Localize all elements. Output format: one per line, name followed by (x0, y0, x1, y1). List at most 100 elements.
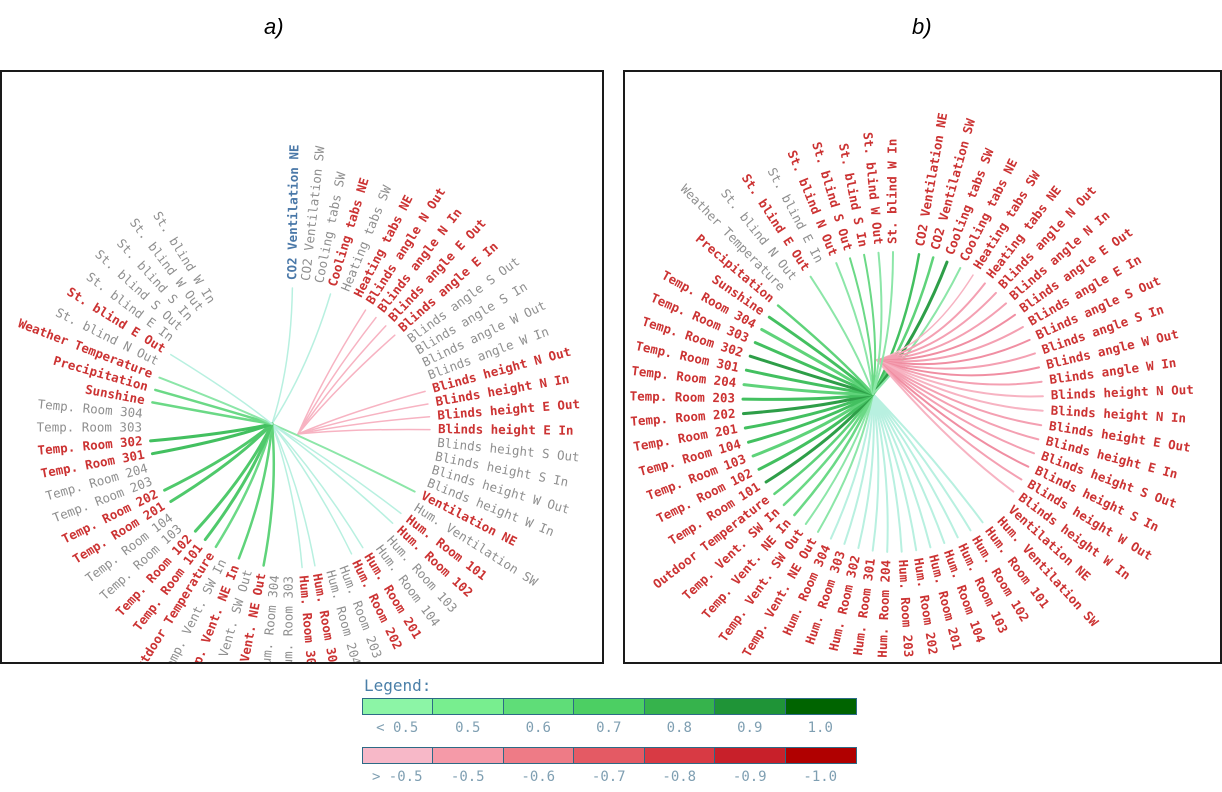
edge-blinds-height-n-out (297, 390, 426, 435)
chord-diagram-b: CO2 Ventilation NE CO2 Ventilation SW Cool… (623, 70, 1222, 664)
edge-hum-room-203 (872, 393, 903, 553)
edge-st-blind-e-out (809, 275, 874, 395)
negative-scale-label: -0.8 (662, 769, 697, 785)
positive-scale-swatch (503, 699, 575, 714)
negative-scale-swatch (644, 748, 716, 763)
edge-temp-room-102 (193, 422, 274, 533)
edge-st-blind-s-in (863, 253, 877, 395)
positive-scale-label: 0.9 (737, 720, 763, 736)
node-label-hum-room-204: Hum. Room 204 (875, 560, 894, 658)
edge-temp-vent-sw-in (782, 392, 875, 507)
edge-blinds-height-w-out (876, 359, 1023, 481)
edge-hum-room-103 (872, 393, 959, 539)
edge-blinds-angle-n-out (297, 309, 367, 435)
edge-heating-tabs-sw (876, 274, 974, 361)
negative-scale-swatch (363, 748, 434, 763)
edge-hum-room-201 (872, 393, 932, 549)
node-label-co2-ventilation-ne: CO2 Ventilation NE (284, 144, 301, 280)
positive-scale-swatch (785, 699, 856, 714)
panel-b-label: b) (912, 14, 932, 39)
edge-blinds-angle-n-in (297, 316, 377, 435)
edge-hum-room-304 (829, 393, 874, 540)
edge-hum-room-303 (843, 393, 874, 545)
edge-temp-room-302 (149, 422, 274, 443)
edge-blinds-height-e-out (876, 359, 1043, 427)
negative-scale-label: > -0.5 (371, 769, 423, 785)
edge-temp-vent-ne-in (237, 422, 274, 560)
edge-blinds-angle-e-in (876, 326, 1024, 363)
positive-scale-label: 0.6 (525, 720, 551, 736)
edge-sunshine (151, 401, 274, 426)
edge-hum-room-202 (872, 393, 918, 552)
positive-scale-swatch (715, 699, 786, 714)
edge-st-blind-e-out (170, 353, 273, 425)
edge-st-blind-s-out (849, 257, 875, 395)
edge-blinds-height-e-in (297, 428, 431, 435)
edge-hum-room-104 (872, 393, 946, 544)
edge-st-blind-w-out (872, 251, 883, 395)
negative-scale-swatch (574, 748, 645, 763)
edge-blinds-angle-s-out (876, 338, 1031, 366)
edge-blinds-height-n-in (876, 359, 1044, 412)
edge-precipitation (776, 304, 875, 396)
positive-scale-label: 0.8 (666, 720, 692, 736)
negative-scale-label: -0.6 (521, 769, 556, 785)
negative-scale-swatch (715, 748, 786, 763)
edge-temp-vent-sw-out (804, 393, 874, 525)
node-label-st-blind-w-in: St. blind W In (885, 139, 900, 244)
legend-title: Legend: (364, 676, 432, 695)
edge-heating-tabs-ne (876, 282, 986, 361)
negative-scale-label: -1.0 (803, 769, 838, 785)
positive-scale-labels: < 0.5 0.5 0.6 0.7 0.8 0.9 1.0 (362, 720, 857, 736)
edge-hum-room-204 (872, 393, 889, 553)
edge-precipitation (154, 388, 274, 426)
node-label-temp-room-203: Temp. Room 203 (630, 388, 736, 405)
edge-ventilation-ne (271, 423, 416, 493)
node-label-hum-room-203: Hum. Room 203 (896, 559, 917, 658)
edge-cooling-tabs-sw (871, 260, 949, 396)
edge-blinds-angle-w-out (876, 359, 1040, 377)
edge-blinds-angle-s-in (876, 352, 1036, 370)
edge-hum-room-101 (872, 393, 984, 524)
edge-blinds-angle-e-out (876, 313, 1016, 362)
edge-hum-room-101 (271, 423, 402, 515)
edge-hum-room-302 (271, 423, 303, 569)
edge-blinds-height-s-out (876, 359, 1035, 455)
edge-hum-room-201 (271, 423, 364, 549)
edge-blinds-angle-n-in (876, 302, 1007, 361)
edge-hum-room-302 (857, 393, 875, 549)
edge-blinds-height-n-in (297, 403, 429, 435)
edge-hum-room-102 (872, 393, 972, 532)
positive-scale-swatch (433, 699, 504, 714)
positive-color-scale (362, 698, 857, 715)
edge-hum-room-301 (871, 393, 880, 552)
edge-temp-vent-ne-in (793, 392, 875, 517)
positive-scale-label: < 0.5 (376, 720, 419, 736)
edge-blinds-height-n-out (876, 359, 1044, 398)
edge-st-blind-n-out (835, 262, 874, 395)
positive-scale-label: 0.7 (596, 720, 622, 736)
negative-scale-label: -0.9 (732, 769, 767, 785)
edge-blinds-angle-e-in (297, 334, 396, 435)
node-label-hum-room-303: Hum. Room 303 (280, 576, 296, 662)
edge-co2-ventilation-ne (871, 253, 921, 396)
positive-scale-label: 0.5 (455, 720, 481, 736)
node-label-hum-room-302: Hum. Room 302 (296, 575, 319, 662)
positive-scale-swatch (363, 699, 434, 714)
edge-temp-vent-ne-out (817, 393, 874, 533)
node-label-blinds-height-e-in: Blinds height E In (438, 421, 574, 438)
edge-temp-room-202 (163, 422, 274, 492)
legend: Legend: < 0.5 0.5 0.6 0.7 0.8 0.9 1.0 > -0.5 -0… (362, 676, 862, 786)
edge-hum-room-102 (271, 423, 394, 524)
edge-blinds-height-e-out (297, 415, 431, 435)
edge-cooling-tabs-ne (271, 293, 332, 425)
edge-co2-ventilation-ne (271, 287, 294, 425)
negative-color-scale (362, 747, 857, 764)
positive-scale-label: 1.0 (807, 720, 833, 736)
node-label-temp-room-303: Temp. Room 303 (37, 420, 142, 435)
node-label-blinds-height-n-out: Blinds height N Out (1051, 382, 1194, 403)
positive-scale-swatch (574, 699, 645, 714)
negative-scale-label: -0.7 (591, 769, 626, 785)
panel-a-label: a) (264, 14, 284, 39)
